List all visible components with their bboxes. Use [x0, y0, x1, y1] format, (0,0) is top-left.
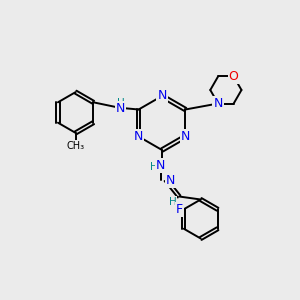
Text: N: N: [166, 173, 175, 187]
Text: N: N: [156, 159, 165, 172]
Text: N: N: [116, 101, 125, 115]
Text: F: F: [176, 203, 183, 216]
Text: N: N: [213, 97, 223, 110]
Text: H: H: [117, 98, 124, 108]
Text: N: N: [134, 130, 143, 143]
Text: N: N: [157, 89, 167, 103]
Text: H: H: [150, 162, 158, 172]
Text: O: O: [229, 70, 238, 83]
Text: CH₃: CH₃: [67, 141, 85, 151]
Text: H: H: [169, 197, 176, 207]
Text: N: N: [181, 130, 190, 143]
